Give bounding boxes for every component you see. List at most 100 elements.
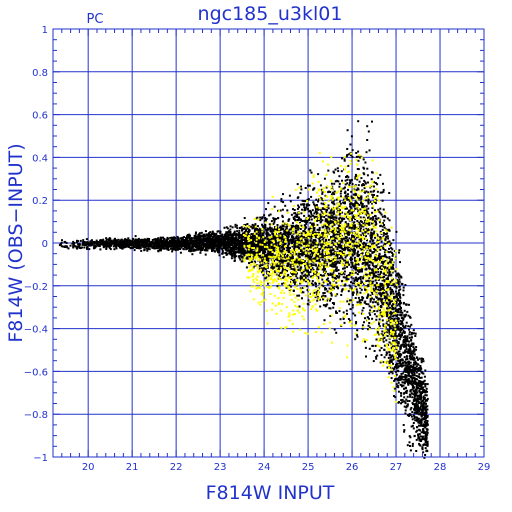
data-point — [347, 230, 350, 233]
data-point — [405, 398, 408, 401]
data-point — [368, 347, 371, 350]
data-point — [415, 371, 418, 374]
data-point — [329, 260, 332, 263]
data-point — [381, 338, 384, 341]
data-point — [281, 228, 283, 231]
data-point — [357, 296, 360, 299]
data-point — [101, 241, 104, 243]
data-point — [323, 208, 326, 211]
data-point — [169, 243, 172, 246]
data-point — [224, 238, 227, 241]
data-point — [331, 259, 334, 261]
data-point — [414, 419, 417, 422]
data-point — [216, 249, 219, 252]
data-point — [134, 235, 137, 238]
data-point — [378, 292, 381, 295]
data-point — [297, 234, 300, 236]
data-point — [295, 239, 298, 242]
data-point — [204, 230, 207, 233]
data-point — [346, 312, 348, 315]
data-point — [324, 225, 327, 228]
data-point — [390, 370, 393, 373]
data-point — [259, 229, 262, 232]
data-point — [411, 354, 414, 357]
data-point — [292, 240, 295, 243]
data-point — [329, 273, 332, 275]
data-point — [377, 256, 380, 258]
data-point — [345, 236, 348, 239]
data-point — [348, 249, 351, 252]
data-point — [255, 236, 258, 239]
data-point — [359, 282, 362, 285]
data-point — [266, 258, 269, 261]
data-point — [191, 253, 194, 256]
data-point — [409, 361, 412, 364]
data-point — [290, 267, 293, 270]
data-point — [380, 245, 383, 248]
data-point — [347, 224, 350, 227]
data-point — [408, 379, 411, 382]
data-point — [277, 267, 280, 270]
data-point — [373, 250, 376, 253]
data-point — [248, 229, 251, 232]
data-point — [387, 237, 390, 240]
data-point — [199, 243, 201, 246]
data-point — [407, 380, 410, 383]
data-point — [297, 228, 300, 231]
data-point — [406, 367, 409, 369]
data-point — [393, 345, 396, 347]
data-point — [314, 206, 317, 209]
data-point — [369, 249, 372, 252]
data-point — [404, 324, 407, 327]
data-point — [326, 290, 329, 293]
data-point — [350, 276, 353, 279]
data-point — [227, 234, 230, 237]
data-point — [235, 248, 238, 251]
data-point — [305, 246, 308, 249]
data-point — [413, 395, 416, 398]
data-point — [348, 303, 351, 306]
data-point — [424, 394, 427, 397]
data-point — [358, 259, 361, 262]
data-point — [338, 185, 341, 188]
data-point — [377, 270, 380, 273]
data-point — [233, 256, 236, 259]
data-point — [376, 354, 379, 357]
data-point — [364, 243, 367, 246]
data-point — [377, 208, 380, 211]
data-point — [379, 212, 382, 215]
data-point — [346, 232, 349, 235]
data-point — [419, 411, 422, 414]
data-point — [388, 219, 391, 222]
data-point — [276, 224, 279, 226]
data-point — [399, 336, 402, 339]
data-point — [112, 245, 115, 248]
data-point — [274, 238, 277, 241]
data-point — [107, 243, 110, 245]
data-point — [377, 242, 380, 245]
data-point — [164, 247, 167, 250]
data-point — [281, 269, 284, 272]
data-point — [298, 238, 300, 240]
data-point — [299, 267, 302, 270]
data-point — [336, 226, 339, 229]
data-point — [238, 245, 240, 247]
data-point — [372, 275, 375, 278]
data-point — [229, 231, 232, 233]
data-point — [356, 301, 359, 304]
data-point — [366, 139, 369, 141]
data-point — [401, 359, 404, 362]
data-point — [110, 244, 113, 247]
data-point — [245, 228, 248, 231]
data-point — [349, 258, 352, 261]
data-point — [361, 189, 364, 192]
data-point — [325, 211, 328, 213]
data-point — [159, 249, 161, 252]
data-point — [353, 282, 356, 285]
data-point — [368, 271, 371, 274]
data-point — [368, 305, 371, 308]
data-point — [403, 392, 406, 394]
data-point — [357, 120, 360, 123]
data-point — [297, 226, 300, 229]
data-point — [414, 335, 417, 337]
